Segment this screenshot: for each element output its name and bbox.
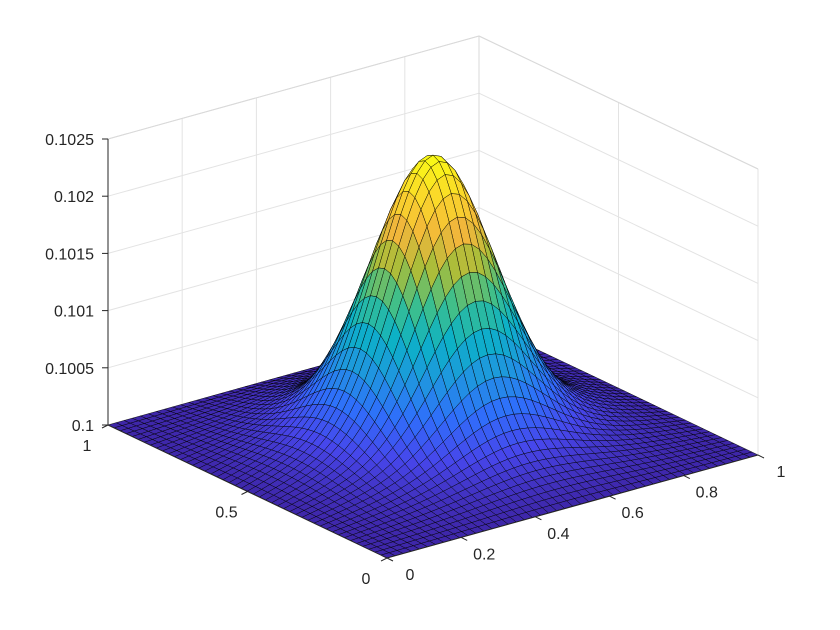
box-edge xyxy=(478,35,759,170)
y-tick-label: 0.5 xyxy=(215,505,237,522)
x-tick-mark xyxy=(386,557,394,562)
surface-mesh xyxy=(107,154,759,559)
z-tick-label: 0.1 xyxy=(72,418,94,435)
grid-line xyxy=(478,149,759,284)
z-tick-label: 0.1005 xyxy=(45,361,94,378)
z-tick-label: 0.101 xyxy=(54,304,94,321)
x-tick-mark xyxy=(535,516,542,521)
x-tick-mark xyxy=(460,536,468,541)
z-tick-label: 0.1015 xyxy=(45,246,94,263)
grid-line xyxy=(478,264,759,399)
x-tick-label: 0 xyxy=(406,567,415,584)
x-axis-line xyxy=(386,454,759,559)
tick-labels: 0 0.2 0.4 0.6 0.8 1 0 0.5 1 0.1 0.1005 0.101 0.1015 0… xyxy=(45,132,785,588)
x-tick-label: 0.2 xyxy=(473,546,495,563)
grid-line xyxy=(107,92,480,197)
y-tick-mark xyxy=(380,557,388,562)
x-tick-mark xyxy=(609,495,616,500)
z-tick-label: 0.102 xyxy=(54,189,94,206)
grid-line xyxy=(478,207,759,342)
x-tick-label: 0.4 xyxy=(547,526,569,543)
x-tick-mark xyxy=(683,475,691,480)
grid-line xyxy=(478,92,759,227)
axes-lines xyxy=(101,138,765,562)
x-tick-label: 0.6 xyxy=(621,505,643,522)
x-tick-label: 0.8 xyxy=(696,485,718,502)
box-edge xyxy=(107,35,480,140)
y-tick-label: 1 xyxy=(83,438,92,455)
x-tick-mark xyxy=(757,454,765,459)
y-tick-label: 0 xyxy=(362,571,371,588)
x-tick-label: 1 xyxy=(777,464,786,481)
y-tick-mark xyxy=(241,491,248,495)
z-tick-label: 0.1025 xyxy=(45,132,94,149)
